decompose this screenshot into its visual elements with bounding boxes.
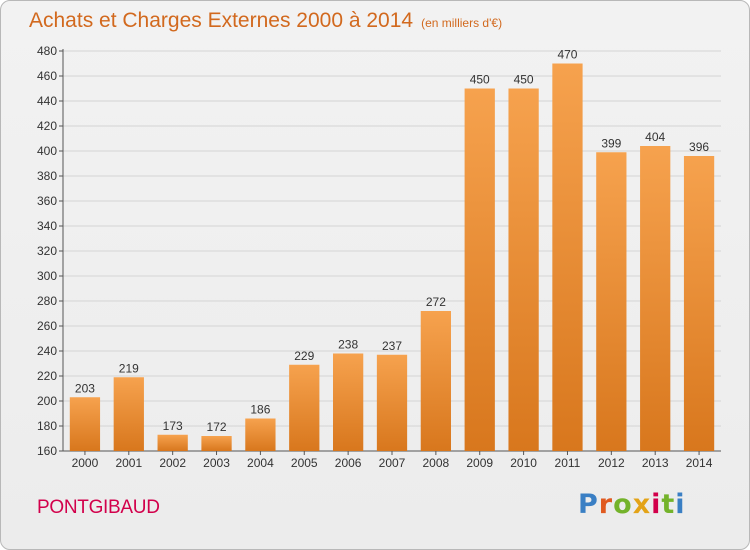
bar: [464, 88, 495, 451]
data-label: 229: [294, 349, 314, 363]
data-label: 272: [426, 295, 446, 309]
data-label: 238: [338, 338, 358, 352]
y-tick-label: 220: [37, 369, 57, 383]
y-tick-label: 260: [37, 319, 57, 333]
y-tick-label: 160: [37, 444, 57, 458]
logo-letter: P: [578, 489, 599, 520]
logo-letter: o: [613, 489, 633, 520]
x-tick-label: 2012: [598, 456, 625, 470]
x-tick-label: 2011: [555, 456, 581, 470]
x-tick-label: 2001: [115, 456, 142, 470]
bar: [596, 152, 627, 451]
logo-letter: r: [598, 489, 614, 520]
y-tick-label: 400: [37, 144, 57, 158]
x-tick-label: 2008: [423, 456, 450, 470]
data-label: 399: [601, 136, 621, 150]
logo-letter: i: [675, 489, 686, 520]
bar: [332, 353, 364, 451]
bar: [157, 434, 188, 451]
x-tick-label: 2009: [466, 456, 493, 470]
y-tick-label: 340: [37, 219, 57, 233]
data-labels: 203 219 173 172 186 229 238 237 272 450 450 470 399 4…: [75, 48, 709, 435]
data-label: 172: [207, 420, 227, 434]
bar: [420, 311, 452, 451]
chart-title: Achats et Charges Externes 2000 à 2014 (e…: [29, 9, 502, 33]
bar: [640, 146, 671, 451]
x-tick-label: 2007: [379, 456, 406, 470]
bars: [69, 63, 715, 451]
data-label: 203: [75, 381, 95, 395]
data-label: 470: [557, 48, 577, 62]
proxiti-logo: Proxiti: [578, 489, 686, 520]
x-tick-label: 2010: [510, 456, 537, 470]
data-label: 186: [250, 403, 270, 417]
y-tick-label: 320: [37, 244, 57, 258]
y-tick-label: 420: [37, 119, 57, 133]
logo-letter: i: [651, 489, 662, 520]
bar: [289, 364, 320, 451]
x-tick-label: 2003: [203, 456, 230, 470]
y-tick-label: 360: [37, 194, 57, 208]
logo-letter: t: [661, 489, 676, 520]
x-tick-label: 2000: [72, 456, 99, 470]
bar: [201, 436, 232, 451]
y-tick-label: 240: [37, 344, 57, 358]
y-tick-label: 280: [37, 294, 57, 308]
x-tick-label: 2013: [642, 456, 669, 470]
chart-title-text: Achats et Charges Externes 2000 à 2014: [29, 9, 414, 32]
bar: [508, 88, 539, 451]
data-label: 237: [382, 339, 402, 353]
y-tick-label: 180: [37, 419, 57, 433]
data-label: 450: [470, 73, 490, 87]
x-tick-label: 2002: [159, 456, 186, 470]
y-tick-label: 300: [37, 269, 57, 283]
x-tick-label: 2004: [247, 456, 274, 470]
y-tick-label: 200: [37, 394, 57, 408]
y-tick-label: 480: [37, 44, 57, 58]
data-label: 396: [689, 140, 709, 154]
bar: [245, 418, 276, 451]
y-tick-label: 440: [37, 94, 57, 108]
logo-letter: x: [632, 489, 652, 520]
y-tick-label: 380: [37, 169, 57, 183]
bar: [683, 156, 715, 451]
data-label: 450: [514, 73, 534, 87]
x-tick-label: 2006: [335, 456, 362, 470]
y-tick-label: 460: [37, 69, 57, 83]
bar: [113, 377, 144, 451]
bar: [69, 397, 101, 451]
data-label: 219: [119, 361, 139, 375]
x-tick-label: 2014: [686, 456, 713, 470]
chart-subtitle: (en milliers d'€): [421, 16, 503, 30]
data-label: 404: [645, 130, 665, 144]
commune-name: PONTGIBAUD: [37, 497, 160, 518]
bar: [376, 354, 408, 451]
data-label: 173: [163, 419, 183, 433]
bar: [552, 63, 583, 451]
x-tick-label: 2005: [291, 456, 318, 470]
axes: 160 180 200 220 240 260 280 300 320 340 360 380 400 4…: [37, 44, 721, 470]
